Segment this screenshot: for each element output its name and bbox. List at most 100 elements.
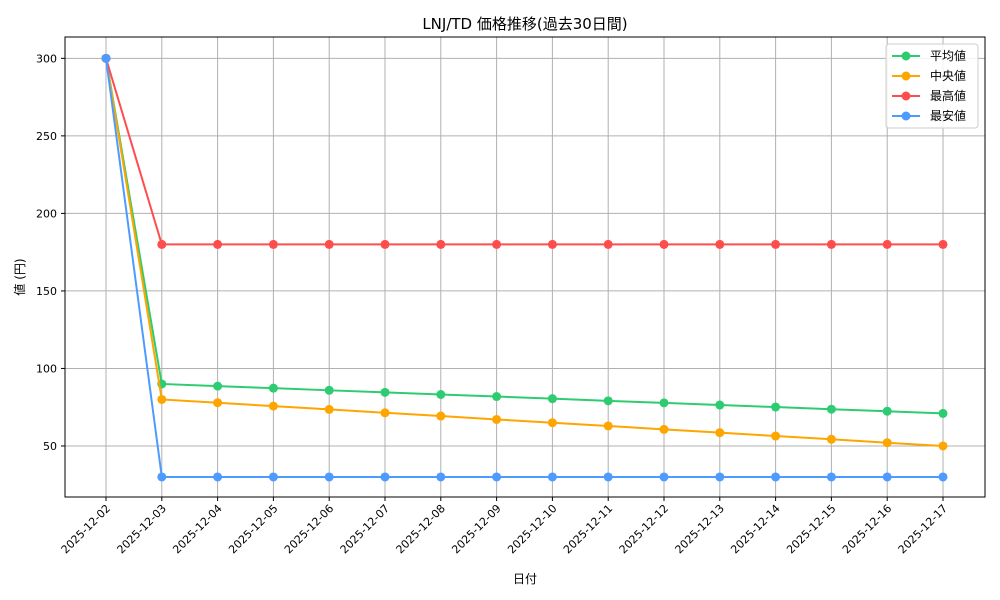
- data-point: [659, 239, 669, 249]
- legend-item: 最安値: [892, 108, 966, 123]
- x-tick-label: 2025-12-08: [394, 502, 448, 556]
- y-tick-label: 100: [36, 362, 57, 375]
- data-point: [771, 402, 781, 412]
- series-line: [105, 58, 944, 415]
- data-point: [492, 392, 502, 402]
- data-point: [436, 389, 446, 399]
- data-point: [268, 401, 278, 411]
- y-tick-label: 200: [36, 207, 57, 220]
- x-tick-label: 2025-12-15: [784, 502, 838, 556]
- legend-label: 中央値: [930, 68, 966, 83]
- data-point: [715, 400, 725, 410]
- legend-label: 平均値: [930, 48, 966, 63]
- data-point: [268, 239, 278, 249]
- data-point: [380, 408, 390, 418]
- data-point: [213, 381, 223, 391]
- legend-item: 中央値: [892, 68, 966, 83]
- x-tick-label: 2025-12-05: [226, 502, 280, 556]
- data-point: [436, 472, 446, 482]
- data-point: [603, 396, 613, 406]
- data-point: [715, 239, 725, 249]
- data-point: [938, 408, 948, 418]
- x-tick-label: 2025-12-02: [59, 502, 113, 556]
- data-point: [882, 239, 892, 249]
- data-point: [157, 472, 167, 482]
- data-point: [826, 434, 836, 444]
- data-point: [324, 385, 334, 395]
- x-axis: 2025-12-02 2025-12-03 2025-12-04 2025-12-05…: [59, 497, 950, 556]
- x-tick-label: 2025-12-03: [115, 502, 169, 556]
- legend-label: 最高値: [930, 88, 966, 103]
- data-point: [492, 472, 502, 482]
- data-point: [436, 411, 446, 421]
- data-point: [882, 406, 892, 416]
- y-tick-label: 300: [36, 52, 57, 65]
- x-tick-label: 2025-12-10: [505, 502, 559, 556]
- data-point: [213, 398, 223, 408]
- data-point: [213, 472, 223, 482]
- x-tick-label: 2025-12-14: [728, 502, 782, 556]
- y-axis: 50 100 150 200 250 300: [36, 52, 65, 453]
- x-tick-label: 2025-12-11: [561, 502, 615, 556]
- data-point: [547, 472, 557, 482]
- x-tick-label: 2025-12-17: [896, 502, 950, 556]
- x-axis-label: 日付: [513, 572, 537, 586]
- data-point: [436, 239, 446, 249]
- legend-marker-icon: [901, 91, 911, 101]
- legend-marker-icon: [901, 51, 911, 61]
- series-line: [105, 58, 944, 447]
- data-point: [771, 431, 781, 441]
- data-point: [492, 239, 502, 249]
- series-平均値: [101, 53, 948, 418]
- series-最安値: [101, 53, 948, 482]
- legend-item: 最高値: [892, 88, 966, 103]
- legend-label: 最安値: [930, 108, 966, 123]
- data-point: [213, 239, 223, 249]
- plot-frame: [64, 36, 986, 498]
- y-tick-label: 150: [36, 285, 57, 298]
- series-最高値: [101, 53, 948, 249]
- data-point: [268, 472, 278, 482]
- y-axis-label: 値 (円): [12, 258, 27, 295]
- y-tick-label: 250: [36, 130, 57, 143]
- data-point: [547, 394, 557, 404]
- x-tick-label: 2025-12-16: [840, 502, 894, 556]
- data-point: [380, 239, 390, 249]
- data-point: [938, 441, 948, 451]
- data-point: [659, 424, 669, 434]
- x-tick-label: 2025-12-04: [170, 502, 224, 556]
- data-point: [547, 418, 557, 428]
- chart-title: LNJ/TD 価格推移(過去30日間): [422, 15, 627, 33]
- data-point: [771, 472, 781, 482]
- grid-lines: [65, 37, 985, 497]
- legend-marker-icon: [901, 71, 911, 81]
- data-point: [603, 472, 613, 482]
- series-中央値: [101, 53, 948, 451]
- data-point: [324, 472, 334, 482]
- data-point: [882, 438, 892, 448]
- data-point: [715, 428, 725, 438]
- y-tick-label: 50: [43, 440, 57, 453]
- series-line: [105, 58, 943, 478]
- data-point: [882, 472, 892, 482]
- x-tick-label: 2025-12-13: [673, 502, 727, 556]
- data-point: [101, 53, 111, 63]
- legend-box: [885, 43, 979, 129]
- data-point: [324, 239, 334, 249]
- data-point: [603, 421, 613, 431]
- data-point: [324, 404, 334, 414]
- x-tick-label: 2025-12-09: [449, 502, 503, 556]
- data-point: [659, 472, 669, 482]
- x-tick-label: 2025-12-06: [282, 502, 336, 556]
- data-series: [101, 53, 948, 482]
- data-point: [380, 387, 390, 397]
- data-point: [771, 239, 781, 249]
- data-point: [826, 404, 836, 414]
- data-point: [938, 239, 948, 249]
- data-point: [826, 239, 836, 249]
- legend-item: 平均値: [892, 48, 966, 63]
- legend-marker-icon: [901, 111, 911, 121]
- series-line: [105, 58, 943, 246]
